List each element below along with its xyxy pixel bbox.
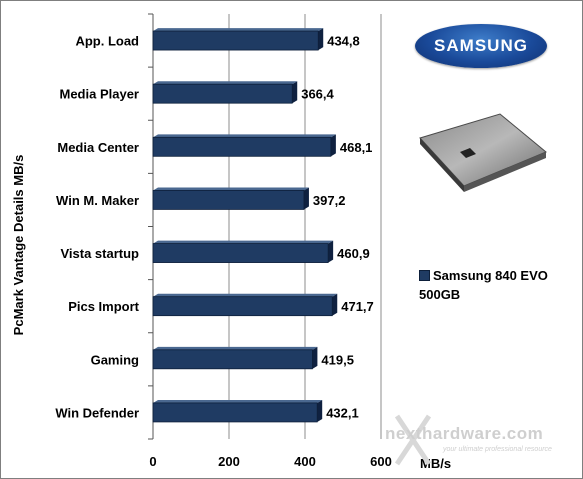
category-label: Gaming [91,352,139,367]
category-label: Pics Import [68,299,139,314]
watermark-tagline: your ultimate professional resource [443,446,552,453]
y-axis-title: PcMark Vantage Details MB/s [11,155,26,336]
category-label: Win Defender [55,405,139,420]
legend-label-line1: Samsung 840 EVO [433,268,548,283]
bar-side [318,28,324,51]
bar-top [153,399,323,403]
value-label: 471,7 [341,299,374,314]
bar-side [328,240,334,263]
category-label: Win M. Maker [56,193,139,208]
legend-entry: Samsung 840 EVO [419,266,548,285]
x-tick-label: 600 [370,454,392,469]
value-label: 434,8 [327,34,360,49]
value-label: 419,5 [321,352,354,367]
bar [152,190,305,210]
watermark-text: nexthardware.com [385,424,544,443]
watermark: nexthardware.com your ultimate professio… [375,412,575,472]
value-label: 432,1 [326,405,359,420]
bar [152,243,329,263]
bar [152,349,313,370]
logo-text: SAMSUNG [434,36,528,55]
category-label: Media Player [60,87,140,102]
bar-side [303,187,309,210]
bar-side [317,399,323,422]
legend-swatch [419,270,430,281]
bar-top [153,81,298,85]
labels: 0 200 400 600 434,8 App. Load 366,4 Media Playe… [55,34,392,469]
bar-top [153,28,324,32]
bar [152,296,333,317]
x-tick-label: 0 [149,454,156,469]
bars [152,28,338,423]
category-label: Vista startup [60,246,139,261]
bar-top [153,240,334,244]
bar-side [332,293,338,316]
samsung-logo: SAMSUNG [415,24,547,68]
bar-top [153,187,309,191]
legend-label-line2: 500GB [419,287,461,302]
bar-top [153,346,318,350]
x-tick-label: 400 [294,454,316,469]
x-tick-label: 200 [218,454,240,469]
gridlines [148,13,382,440]
bar [152,30,319,51]
value-label: 460,9 [337,246,370,261]
bar-side [312,346,318,369]
bar-top [153,134,336,138]
value-label: 468,1 [340,140,373,155]
value-label: 366,4 [301,87,334,102]
ssd-image [419,113,547,192]
bar [152,83,293,104]
bar [152,136,332,157]
bar-side [292,81,298,104]
legend: Samsung 840 EVO 500GB [419,266,548,304]
category-label: Media Center [57,140,139,155]
watermark-x-icon [394,414,432,466]
bar [152,402,318,423]
value-label: 397,2 [313,193,346,208]
bar-side [330,134,336,157]
bar-top [153,293,338,297]
category-label: App. Load [75,34,139,49]
